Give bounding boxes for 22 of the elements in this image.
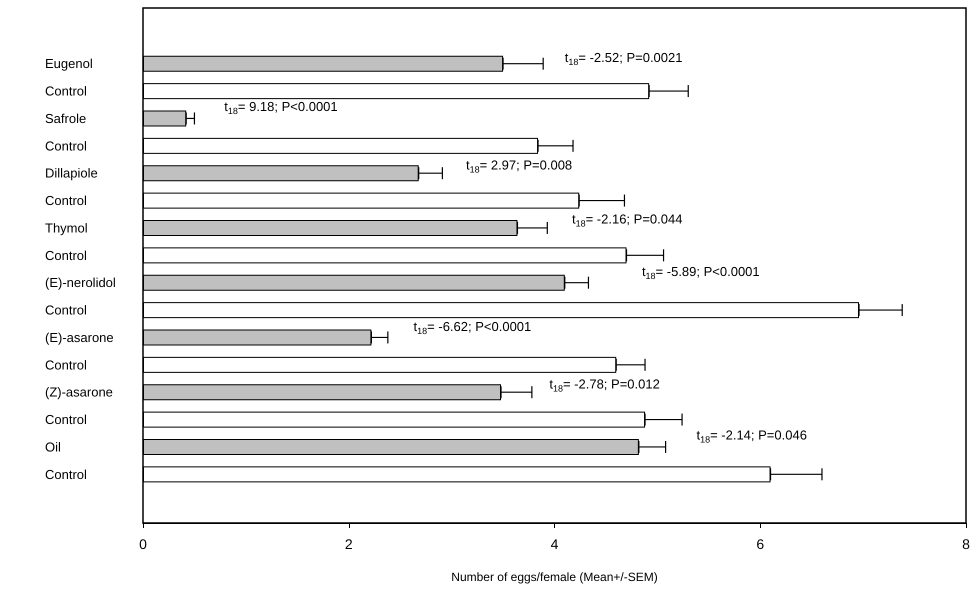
- x-tick-label: 0: [139, 536, 148, 552]
- y-tick-label: Thymol: [45, 220, 88, 236]
- y-tick-label: (E)-nerolidol: [45, 275, 116, 290]
- y-tick-label: Control: [45, 84, 88, 99]
- y-tick-label: Oil: [45, 439, 61, 454]
- y-tick-label: Control: [45, 357, 88, 372]
- x-tick-label: 8: [962, 536, 970, 552]
- y-tick-label: Dillapiole: [45, 166, 98, 181]
- y-tick-label: Control: [45, 466, 88, 482]
- x-tick-label: 2: [344, 536, 353, 552]
- y-tick-label: Control: [45, 412, 88, 428]
- y-tick-label: (Z)-asarone: [45, 384, 113, 400]
- y-tick-label: Control: [45, 193, 88, 208]
- x-tick-label: 6: [756, 536, 764, 552]
- y-tick-label: Control: [45, 138, 88, 154]
- y-tick-label: Control: [45, 302, 88, 318]
- x-tick-label: 4: [550, 536, 559, 552]
- y-tick-label: Safrole: [45, 110, 86, 126]
- y-tick-label: (E)-asarone: [45, 330, 114, 345]
- y-tick-label: Control: [45, 248, 88, 263]
- y-tick-label: Eugenol: [45, 56, 93, 72]
- x-axis-title: Number of eggs/female (Mean+/-SEM): [451, 570, 658, 584]
